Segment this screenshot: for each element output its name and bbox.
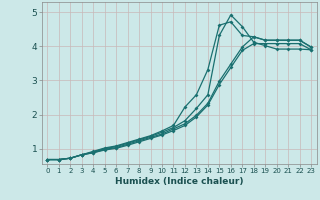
X-axis label: Humidex (Indice chaleur): Humidex (Indice chaleur) [115,177,244,186]
